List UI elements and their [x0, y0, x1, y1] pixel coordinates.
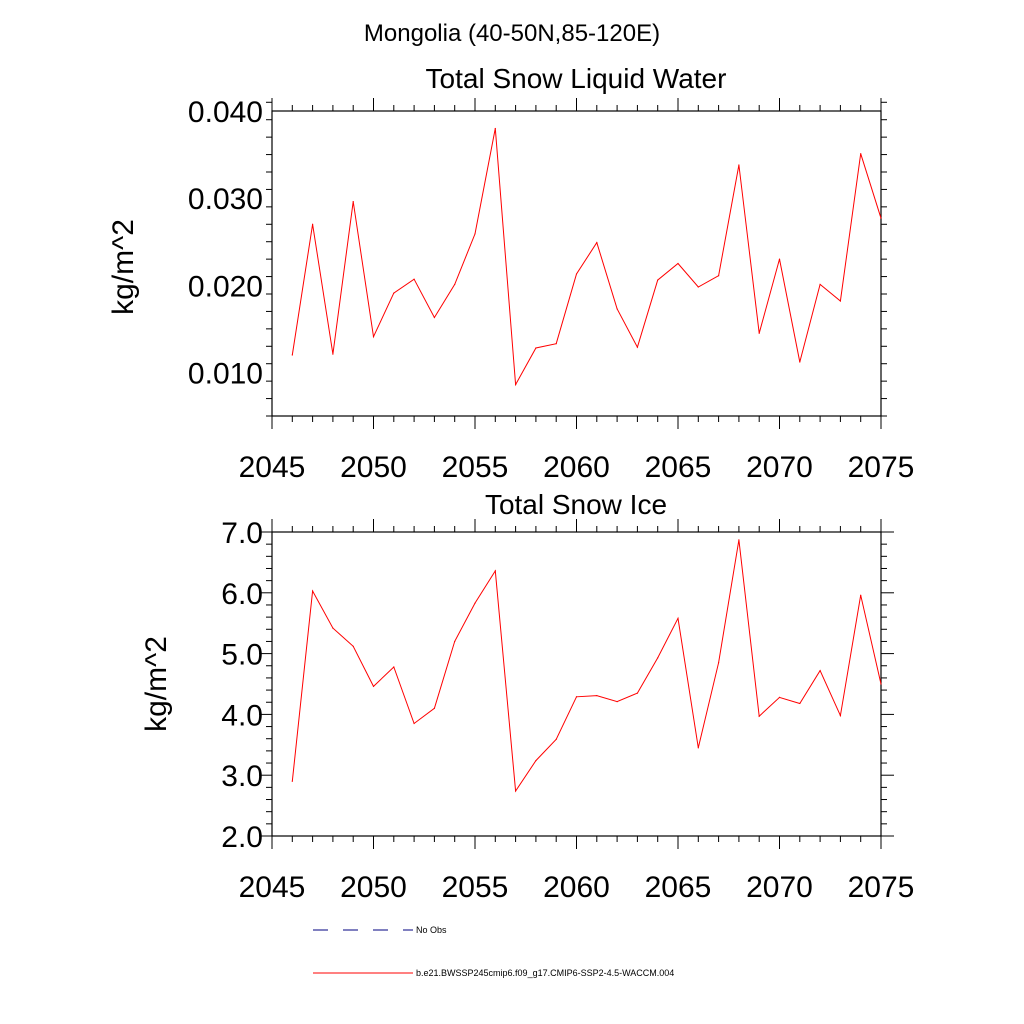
y-tick-label: 0.010 [188, 357, 263, 390]
data-point [474, 233, 476, 235]
data-point [657, 279, 659, 281]
x-tick-label: 2060 [543, 451, 610, 484]
panel-snow-ice: Total Snow Ice kg/m^2 2045 2050 2055 2060 20… [140, 489, 914, 904]
data-point [819, 283, 821, 286]
legend-label-no-obs: No Obs [416, 925, 447, 935]
data-point [636, 692, 639, 694]
data-point [596, 694, 598, 697]
plot-frame [271, 531, 882, 837]
data-point [860, 594, 862, 596]
data-point [880, 683, 882, 685]
x-tick-label: 2045 [239, 451, 306, 484]
data-point [839, 715, 842, 717]
data-point [433, 316, 435, 319]
data-point [738, 164, 740, 166]
x-tick-label: 2045 [239, 871, 306, 904]
data-point [515, 384, 517, 386]
data-point [555, 738, 557, 740]
data-point [332, 627, 334, 629]
data-point [596, 241, 598, 244]
data-point [860, 153, 862, 155]
x-tick-label: 2055 [442, 871, 509, 904]
y-axis-label: kg/m^2 [140, 636, 173, 732]
panel-title: Total Snow Ice [485, 489, 667, 520]
series-line [291, 539, 882, 793]
data-point [352, 645, 354, 647]
panel-snow-liquid-water: Total Snow Liquid Water kg/m^2 2045 2050 2… [107, 63, 914, 484]
data-point [657, 657, 659, 659]
data-point [494, 127, 496, 130]
data-point [494, 570, 496, 572]
y-tick-label: 0.030 [188, 183, 263, 216]
y-tick-label: 0.040 [188, 96, 263, 129]
data-point [738, 539, 740, 541]
x-tick-label: 2065 [645, 871, 712, 904]
data-point [393, 666, 395, 668]
data-point [718, 662, 720, 664]
data-point [636, 346, 639, 348]
data-point [474, 602, 476, 604]
data-point [616, 701, 618, 703]
data-point [372, 685, 375, 688]
data-point [839, 300, 842, 302]
legend: No Obs b.e21.BWSSP245cmip6.f09_g17.CMIP6… [313, 925, 674, 978]
data-point [433, 707, 435, 709]
data-point [393, 292, 395, 294]
data-point [352, 201, 354, 203]
y-tick-label: 5.0 [221, 639, 263, 672]
x-tick-label: 2070 [746, 871, 813, 904]
data-point [372, 336, 375, 338]
x-tick-label: 2070 [746, 451, 813, 484]
data-point [758, 715, 760, 717]
data-point [312, 590, 314, 592]
x-tick-label: 2060 [543, 871, 610, 904]
data-point [677, 262, 679, 265]
data-point [332, 353, 334, 355]
data-point [413, 722, 415, 725]
data-point [291, 780, 293, 782]
x-tick-label: 2050 [340, 871, 407, 904]
data-point [819, 670, 821, 672]
data-point [799, 361, 801, 363]
data-point [616, 308, 618, 310]
data-point [718, 275, 720, 277]
y-tick-label: 4.0 [221, 699, 263, 732]
data-point [535, 347, 537, 349]
data-point [535, 760, 537, 762]
data-point [758, 332, 760, 334]
y-tick-label: 2.0 [221, 821, 263, 854]
data-point [515, 790, 517, 792]
x-tick-label: 2055 [442, 451, 509, 484]
y-tick-label: 7.0 [221, 517, 263, 550]
data-point [413, 278, 415, 280]
x-tick-label: 2050 [340, 451, 407, 484]
figure-title: Mongolia (40-50N,85-120E) [364, 20, 660, 47]
data-point [677, 617, 679, 619]
data-point [778, 696, 781, 698]
y-tick-label: 0.020 [188, 270, 263, 303]
x-tick-label: 2075 [848, 871, 915, 904]
data-point [799, 702, 801, 705]
data-point [454, 640, 456, 643]
y-axis-label: kg/m^2 [107, 219, 140, 315]
data-point [880, 217, 882, 219]
x-tick-label: 2065 [645, 451, 712, 484]
data-point [454, 283, 456, 286]
data-point [697, 747, 699, 749]
y-tick-label: 6.0 [221, 578, 263, 611]
series-line [291, 128, 882, 387]
data-point [555, 343, 557, 345]
data-point [697, 286, 699, 288]
panel-title: Total Snow Liquid Water [426, 63, 727, 94]
data-point [312, 223, 314, 225]
y-tick-label: 3.0 [221, 760, 263, 793]
data-point [575, 273, 578, 275]
legend-label-model: b.e21.BWSSP245cmip6.f09_g17.CMIP6-SSP2-4… [416, 968, 674, 978]
data-point [778, 258, 781, 260]
x-tick-label: 2075 [848, 451, 915, 484]
data-point [575, 696, 578, 698]
plot-frame [271, 110, 882, 417]
data-point [291, 354, 293, 356]
